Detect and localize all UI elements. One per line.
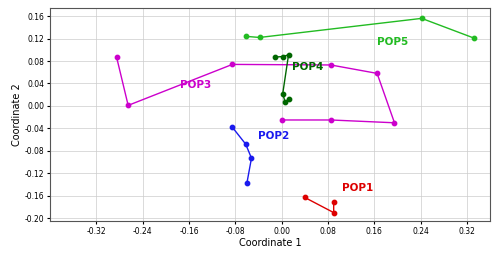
Point — [112, 55, 120, 59]
Point — [327, 118, 335, 122]
Point — [228, 62, 236, 67]
Text: POP1: POP1 — [342, 183, 374, 193]
Point — [242, 142, 250, 146]
X-axis label: Coordinate 1: Coordinate 1 — [238, 238, 302, 248]
Point — [278, 118, 285, 122]
Point — [248, 156, 256, 160]
Point — [124, 103, 132, 107]
Point — [281, 100, 289, 104]
Point — [390, 121, 398, 125]
Point — [270, 55, 278, 59]
Point — [243, 181, 251, 186]
Text: POP4: POP4 — [292, 62, 324, 72]
Point — [470, 36, 478, 40]
Point — [418, 16, 426, 20]
Y-axis label: Coordinate 2: Coordinate 2 — [12, 83, 22, 146]
Point — [300, 195, 308, 199]
Point — [373, 71, 381, 76]
Text: POP3: POP3 — [180, 80, 212, 90]
Point — [284, 97, 292, 101]
Point — [228, 125, 236, 129]
Point — [330, 200, 338, 205]
Point — [330, 210, 338, 215]
Text: POP2: POP2 — [258, 131, 290, 141]
Point — [242, 34, 250, 38]
Point — [256, 35, 264, 40]
Point — [278, 91, 286, 96]
Text: POP5: POP5 — [377, 37, 408, 47]
Point — [284, 53, 292, 57]
Point — [327, 63, 335, 67]
Point — [278, 54, 286, 59]
